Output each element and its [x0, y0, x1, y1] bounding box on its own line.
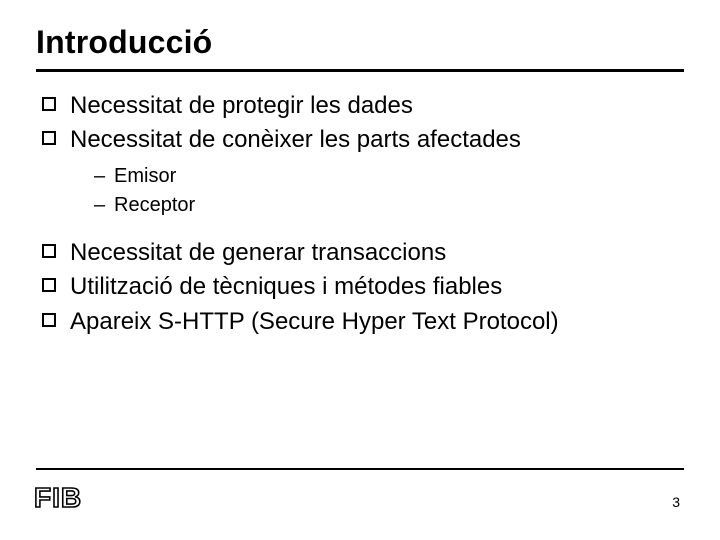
square-bullet-icon — [42, 313, 56, 327]
slide: Introducció Necessitat de protegir les d… — [0, 0, 720, 540]
bullet-item: Necessitat de conèixer les parts afectad… — [40, 124, 684, 218]
bullet-text: Necessitat de protegir les dades — [70, 92, 413, 119]
slide-title: Introducció — [36, 24, 684, 69]
dash-bullet-icon: – — [94, 192, 105, 219]
spacer — [36, 229, 684, 237]
footer-underline — [36, 468, 684, 470]
dash-bullet-icon: – — [94, 163, 105, 190]
fib-logo: FIB — [34, 482, 82, 514]
sub-bullet-item: – Emisor — [94, 163, 684, 190]
bullet-list-bottom: Necessitat de generar transaccions Utili… — [36, 237, 684, 338]
bullet-list-top: Necessitat de protegir les dades Necessi… — [36, 90, 684, 219]
square-bullet-icon — [42, 244, 56, 258]
sub-bullet-text: Receptor — [114, 194, 195, 216]
page-number: 3 — [672, 494, 680, 510]
bullet-item: Necessitat de generar transaccions — [40, 237, 684, 269]
slide-body: Necessitat de protegir les dades Necessi… — [36, 90, 684, 338]
square-bullet-icon — [42, 131, 56, 145]
bullet-text: Utilització de tècniques i métodes fiabl… — [70, 273, 502, 300]
bullet-item: Necessitat de protegir les dades — [40, 90, 684, 122]
bullet-text: Apareix S-HTTP (Secure Hyper Text Protoc… — [70, 308, 559, 335]
bullet-item: Apareix S-HTTP (Secure Hyper Text Protoc… — [40, 306, 684, 338]
sub-bullet-item: – Receptor — [94, 192, 684, 219]
title-underline — [36, 69, 684, 72]
sub-bullet-list: – Emisor – Receptor — [70, 163, 684, 219]
square-bullet-icon — [42, 278, 56, 292]
bullet-text: Necessitat de generar transaccions — [70, 239, 446, 266]
sub-bullet-text: Emisor — [114, 165, 176, 187]
bullet-item: Utilització de tècniques i métodes fiabl… — [40, 271, 684, 303]
square-bullet-icon — [42, 97, 56, 111]
bullet-text: Necessitat de conèixer les parts afectad… — [70, 126, 521, 153]
